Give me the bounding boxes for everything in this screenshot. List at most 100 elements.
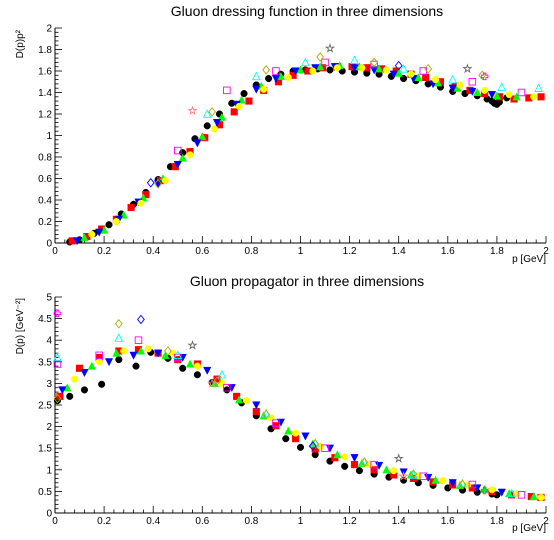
- data-point: [282, 435, 290, 443]
- data-point: [262, 409, 271, 420]
- data-point: [252, 85, 261, 94]
- data-point: [355, 467, 363, 475]
- x-tick-label: 1.4: [392, 516, 406, 527]
- data-point: [316, 62, 325, 71]
- y-tick-label: 4.5: [38, 314, 52, 325]
- data-point: [321, 58, 329, 67]
- data-point: [301, 432, 310, 441]
- data-point: [390, 467, 398, 475]
- y-tick-label: 0.5: [38, 487, 52, 498]
- data-point: [296, 65, 305, 74]
- data-point: [374, 64, 384, 73]
- x-tick-label: 1.6: [441, 516, 455, 527]
- data-point: [360, 457, 369, 467]
- data-point: [300, 57, 310, 67]
- x-tick-label: 1.4: [392, 246, 406, 257]
- data-point: [217, 112, 227, 121]
- data-point: [193, 362, 201, 370]
- data-point: [507, 488, 517, 498]
- data-point: [179, 364, 187, 372]
- data-point: [341, 453, 349, 461]
- data-point: [186, 151, 194, 159]
- data-point: [431, 475, 440, 484]
- y-tick-label: 3.5: [38, 357, 52, 368]
- data-point: [529, 492, 538, 501]
- data-point: [481, 86, 489, 94]
- data-point: [72, 237, 82, 246]
- data-point: [114, 333, 124, 342]
- x-tick-label: 2: [543, 516, 549, 527]
- data-point: [284, 73, 292, 81]
- data-point: [211, 125, 219, 133]
- data-point: [325, 444, 335, 453]
- data-point: [104, 358, 114, 367]
- data-point: [272, 67, 280, 75]
- data-point: [291, 67, 300, 76]
- y-tick-label: 0.6: [38, 174, 52, 185]
- data-point: [174, 356, 182, 364]
- data-point: [137, 314, 145, 325]
- data-point: [468, 77, 477, 86]
- data-point: [193, 371, 201, 379]
- data-point: [161, 177, 170, 185]
- y-tick-label: 3: [46, 379, 52, 390]
- series-5: [53, 336, 526, 499]
- data-point: [146, 177, 155, 188]
- data-point: [350, 461, 359, 469]
- data-point: [142, 191, 150, 199]
- data-point: [487, 91, 497, 100]
- data-point: [95, 228, 104, 237]
- data-point: [217, 369, 227, 379]
- axes: 0 0.2 0.4 0.6 0.8 1 1.2 1.4 1.6 1.8 2 0 0.2 0.4 0.6 0.8…: [38, 24, 549, 258]
- x-tick-label: 0.4: [146, 246, 160, 257]
- data-point: [223, 386, 231, 394]
- data-point: [132, 362, 140, 370]
- data-point: [272, 419, 280, 427]
- data-point: [358, 64, 366, 72]
- data-point: [284, 426, 293, 435]
- data-point: [212, 119, 222, 128]
- data-point: [534, 83, 544, 92]
- data-point: [424, 64, 433, 74]
- data-point: [193, 139, 202, 148]
- data-point: [458, 479, 467, 490]
- data-point: [252, 401, 261, 410]
- series-9: [53, 309, 489, 495]
- series-3: [72, 63, 497, 246]
- y-tick-label: 0.8: [38, 153, 52, 164]
- data-point: [95, 358, 103, 366]
- chart-title: Gluon propagator in three dimensions: [190, 273, 424, 289]
- x-tick-label: 1: [298, 516, 304, 527]
- data-point: [203, 122, 211, 130]
- series-4: [71, 345, 545, 501]
- data-point: [112, 217, 120, 226]
- series-6: [202, 55, 544, 118]
- chart-gluon-dressing-function: Gluon dressing function in three dimensi…: [15, 3, 549, 265]
- data-point: [202, 109, 212, 118]
- data-point: [296, 443, 305, 451]
- data-point: [422, 73, 430, 82]
- y-tick-label: 1: [46, 131, 52, 142]
- data-point: [187, 340, 198, 350]
- y-tick-label: 0: [46, 509, 52, 520]
- data-point: [198, 132, 207, 141]
- data-point: [309, 67, 317, 75]
- series-4: [88, 64, 538, 238]
- data-point: [223, 383, 231, 392]
- x-axis-label: p [GeV]: [512, 254, 546, 265]
- data-point: [178, 153, 187, 162]
- x-tick-label: 1.8: [490, 246, 504, 257]
- data-point: [53, 393, 62, 404]
- data-point: [213, 376, 221, 387]
- x-tick-label: 2: [543, 246, 549, 257]
- data-point: [530, 93, 538, 101]
- data-point: [497, 82, 507, 91]
- data-point: [382, 66, 390, 74]
- y-axis-label: D(p) [GeV⁻²]: [15, 298, 26, 355]
- data-point: [223, 86, 231, 95]
- data-point: [316, 52, 325, 62]
- data-point: [488, 486, 496, 494]
- data-point: [359, 457, 369, 466]
- data-point: [409, 469, 418, 479]
